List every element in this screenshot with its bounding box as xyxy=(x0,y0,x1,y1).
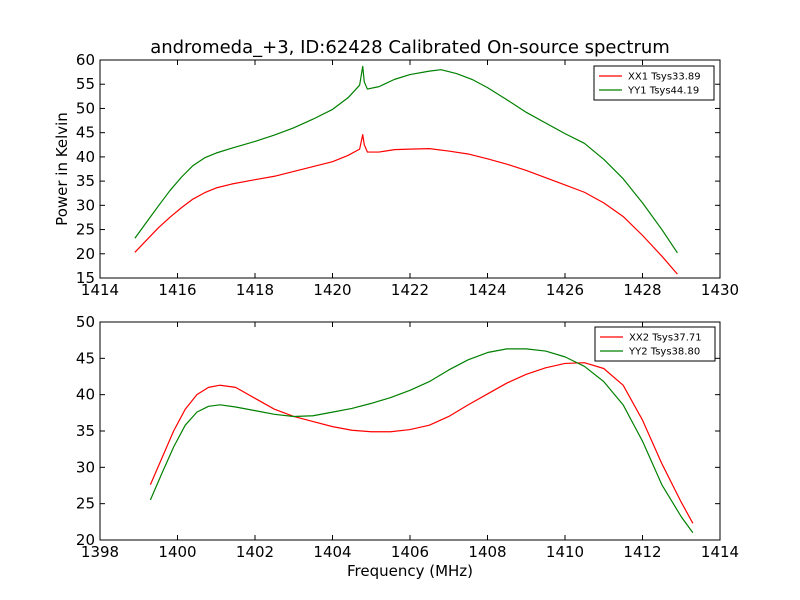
x-tick-label: 1418 xyxy=(236,281,274,299)
series-line-xx2 xyxy=(149,362,694,524)
legend-box xyxy=(593,65,715,101)
y-axis-label: Power in Kelvin xyxy=(53,112,71,226)
legend-entry: YY2 Tsys38.80 xyxy=(628,347,700,358)
x-tick-label: 1408 xyxy=(468,543,506,561)
x-tick-label: 1412 xyxy=(623,543,661,561)
y-tick-label: 55 xyxy=(76,75,95,93)
y-tick-label: 45 xyxy=(76,349,95,367)
y-tick-label: 35 xyxy=(76,172,95,190)
legend: XX1 Tsys33.89 YY1 Tsys44.19 xyxy=(593,65,715,101)
y-tick-label: 20 xyxy=(76,245,95,263)
y-tick-label: 35 xyxy=(76,422,95,440)
y-tick-label: 25 xyxy=(76,495,95,513)
x-tick-label: 1424 xyxy=(468,281,506,299)
x-tick-label: 1406 xyxy=(391,543,429,561)
x-axis-label: Frequency (MHz) xyxy=(347,562,473,580)
y-tick-label: 20 xyxy=(76,531,95,549)
y-tick-label: 40 xyxy=(76,386,95,404)
legend-entry: YY1 Tsys44.19 xyxy=(627,86,699,97)
x-tick-label: 1414 xyxy=(81,281,119,299)
legend: XX2 Tsys37.71 YY2 Tsys38.80 xyxy=(594,326,716,362)
x-tick-label: 1430 xyxy=(701,281,739,299)
series-line-yy1 xyxy=(134,65,678,254)
figure-title: andromeda_+3, ID:62428 Calibrated On-sou… xyxy=(150,37,670,58)
series-line-xx1 xyxy=(134,134,678,275)
y-tick-label: 40 xyxy=(76,148,95,166)
x-tick-label: 1398 xyxy=(81,543,119,561)
bottom-panel: 1398 1400 1402 1404 1406 1408 1410 1412 1414 20 25… xyxy=(76,313,739,580)
x-tick-label: 1404 xyxy=(313,543,351,561)
y-tick-label: 25 xyxy=(76,221,95,239)
x-tick-label: 1400 xyxy=(158,543,196,561)
y-tick-label: 15 xyxy=(76,269,95,287)
series-line-yy2 xyxy=(149,348,694,534)
legend-entry: XX1 Tsys33.89 xyxy=(628,72,701,83)
x-tick-label: 1426 xyxy=(546,281,584,299)
y-tick-label: 30 xyxy=(76,196,95,214)
x-tick-label: 1410 xyxy=(546,543,584,561)
y-tick-label: 45 xyxy=(76,124,95,142)
legend-box xyxy=(594,326,716,362)
x-tick-label: 1422 xyxy=(391,281,429,299)
top-panel: 1414 1416 1418 1420 1422 1424 1426 1428 1430 15 20… xyxy=(53,51,739,299)
x-tick-label: 1414 xyxy=(701,543,739,561)
y-tick-label: 50 xyxy=(76,99,95,117)
legend-entry: XX2 Tsys37.71 xyxy=(629,333,702,344)
y-tick-label: 50 xyxy=(76,313,95,331)
x-tick-label: 1402 xyxy=(236,543,274,561)
y-tick-label: 60 xyxy=(76,51,95,69)
x-tick-label: 1428 xyxy=(623,281,661,299)
x-tick-label: 1420 xyxy=(313,281,351,299)
y-tick-label: 30 xyxy=(76,458,95,476)
x-tick-label: 1416 xyxy=(158,281,196,299)
